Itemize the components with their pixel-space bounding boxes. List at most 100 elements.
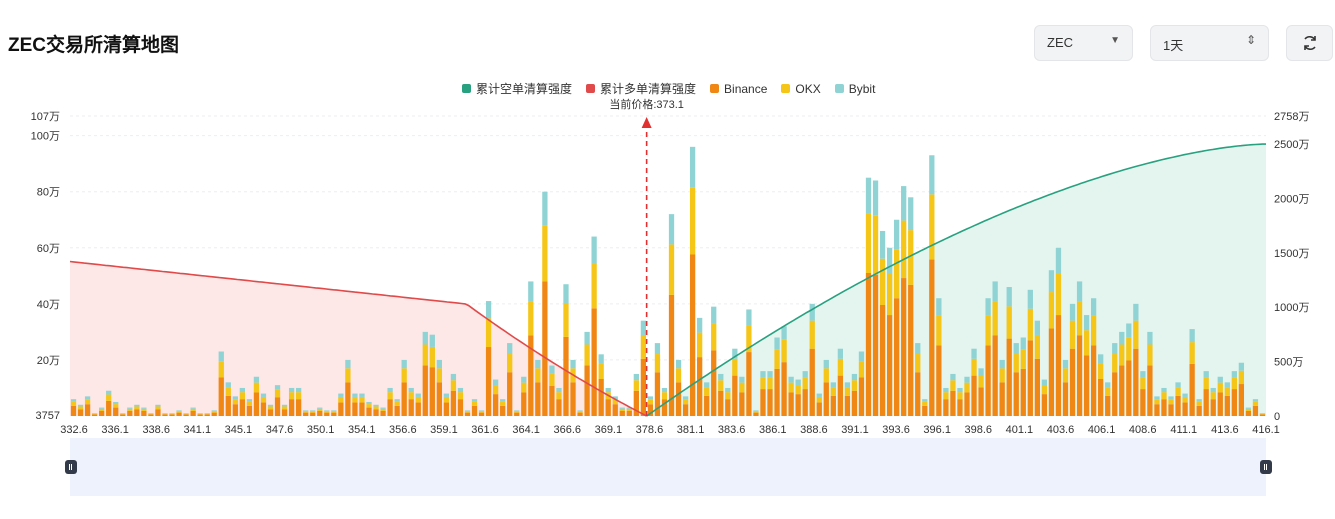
legend-item-short[interactable]: 累计空单清算强度 xyxy=(462,80,572,97)
bar-okx xyxy=(675,368,682,383)
bar-binance xyxy=(267,409,274,416)
bar-okx xyxy=(507,354,513,373)
bar-bybit xyxy=(626,407,632,409)
bar-okx xyxy=(169,413,175,415)
bar-binance xyxy=(1069,348,1076,416)
bar-binance xyxy=(1140,389,1146,416)
bar-binance xyxy=(1013,372,1019,416)
bar-bybit xyxy=(788,376,794,383)
y-tick-label-left: 20万 xyxy=(37,355,60,367)
bar-binance xyxy=(324,412,330,416)
bar-okx xyxy=(689,187,696,255)
bar-bybit xyxy=(591,236,597,264)
liquidation-chart: 3757 20万 40万 60万 80万 100万 107万 0 500万 1000万 1500万 2… xyxy=(31,97,1310,436)
bar-bybit xyxy=(1217,376,1223,383)
bar-bybit xyxy=(922,399,928,402)
x-tick-label: 332.6 xyxy=(60,424,88,436)
bar-binance xyxy=(689,254,696,416)
bar-okx xyxy=(317,408,323,411)
bar-okx xyxy=(732,358,738,376)
bar-binance xyxy=(985,345,991,416)
bar-okx xyxy=(380,408,386,411)
bar-binance xyxy=(1119,365,1125,416)
bar-okx xyxy=(84,399,91,405)
bar-okx xyxy=(901,220,907,279)
bar-binance xyxy=(422,365,428,416)
bar-bybit xyxy=(689,146,696,188)
bar-bybit xyxy=(619,407,625,409)
bar-okx xyxy=(943,392,949,400)
bar-bybit xyxy=(746,309,752,326)
bar-binance xyxy=(936,345,942,416)
bar-okx xyxy=(1119,344,1125,366)
bar-okx xyxy=(1090,315,1097,346)
bar-bybit xyxy=(1041,379,1048,386)
bar-bybit xyxy=(549,365,555,374)
bar-binance xyxy=(584,365,590,416)
bar-okx xyxy=(908,230,914,285)
zoom-handle-left[interactable] xyxy=(65,460,77,474)
bar-okx xyxy=(556,392,562,400)
x-tick-label: 369.1 xyxy=(595,424,623,436)
legend-item-binance[interactable]: Binance xyxy=(710,80,767,97)
bar-binance xyxy=(697,357,703,416)
bar-binance xyxy=(1090,345,1097,416)
y-tick-label-right: 2000万 xyxy=(1274,193,1309,205)
bar-okx xyxy=(113,404,119,408)
bar-okx xyxy=(429,346,435,368)
bar-bybit xyxy=(429,334,435,347)
bar-binance xyxy=(668,294,675,416)
bar-okx xyxy=(612,399,618,405)
bar-binance xyxy=(1062,382,1069,416)
bar-bybit xyxy=(1175,382,1181,388)
x-tick-label: 338.6 xyxy=(142,424,170,436)
bar-bybit xyxy=(704,382,710,388)
legend-item-long[interactable]: 累计多单清算强度 xyxy=(586,80,696,97)
bar-bybit xyxy=(1020,337,1026,350)
bar-binance xyxy=(774,368,780,416)
bar-bybit xyxy=(992,281,998,302)
legend-item-bybit[interactable]: Bybit xyxy=(834,80,875,97)
bar-okx xyxy=(985,315,991,346)
bar-okx xyxy=(802,377,808,390)
bar-binance xyxy=(478,412,485,416)
x-tick-label: 354.1 xyxy=(348,424,376,436)
bar-okx xyxy=(830,387,836,396)
bar-okx xyxy=(155,406,161,410)
bar-binance xyxy=(1098,378,1104,416)
bar-okx xyxy=(514,411,520,413)
refresh-button[interactable] xyxy=(1286,25,1333,61)
bar-bybit xyxy=(971,348,977,359)
bar-okx xyxy=(1217,382,1223,393)
timeframe-select[interactable]: 1天 ⇕ xyxy=(1150,25,1269,61)
bar-binance xyxy=(429,367,435,416)
bar-binance xyxy=(570,382,576,416)
bar-okx xyxy=(324,411,330,413)
bar-okx xyxy=(478,411,485,413)
bar-bybit xyxy=(457,387,464,393)
zoom-handle-right[interactable] xyxy=(1260,460,1272,474)
bar-bybit xyxy=(246,399,253,402)
bar-binance xyxy=(211,412,217,416)
bar-bybit xyxy=(647,396,654,400)
bar-bybit xyxy=(380,407,386,409)
y-tick-label-left: 107万 xyxy=(31,111,60,123)
bar-bybit xyxy=(141,407,147,409)
bar-binance xyxy=(788,392,794,416)
bar-okx xyxy=(739,382,745,393)
bar-binance xyxy=(858,377,865,416)
legend-item-okx[interactable]: OKX xyxy=(781,80,821,97)
bar-bybit xyxy=(303,410,309,412)
bar-bybit xyxy=(809,303,815,321)
long-cum-line xyxy=(69,260,647,417)
bar-binance xyxy=(253,392,260,416)
bar-binance xyxy=(70,405,77,416)
bar-bybit xyxy=(950,373,956,381)
bar-bybit xyxy=(331,410,337,412)
coin-select[interactable]: ZEC ▼ xyxy=(1034,25,1133,61)
bar-okx xyxy=(1245,408,1252,411)
bar-binance xyxy=(542,281,548,416)
bar-binance xyxy=(732,375,738,416)
zoom-slider[interactable] xyxy=(70,438,1266,496)
bar-okx xyxy=(1027,308,1033,341)
